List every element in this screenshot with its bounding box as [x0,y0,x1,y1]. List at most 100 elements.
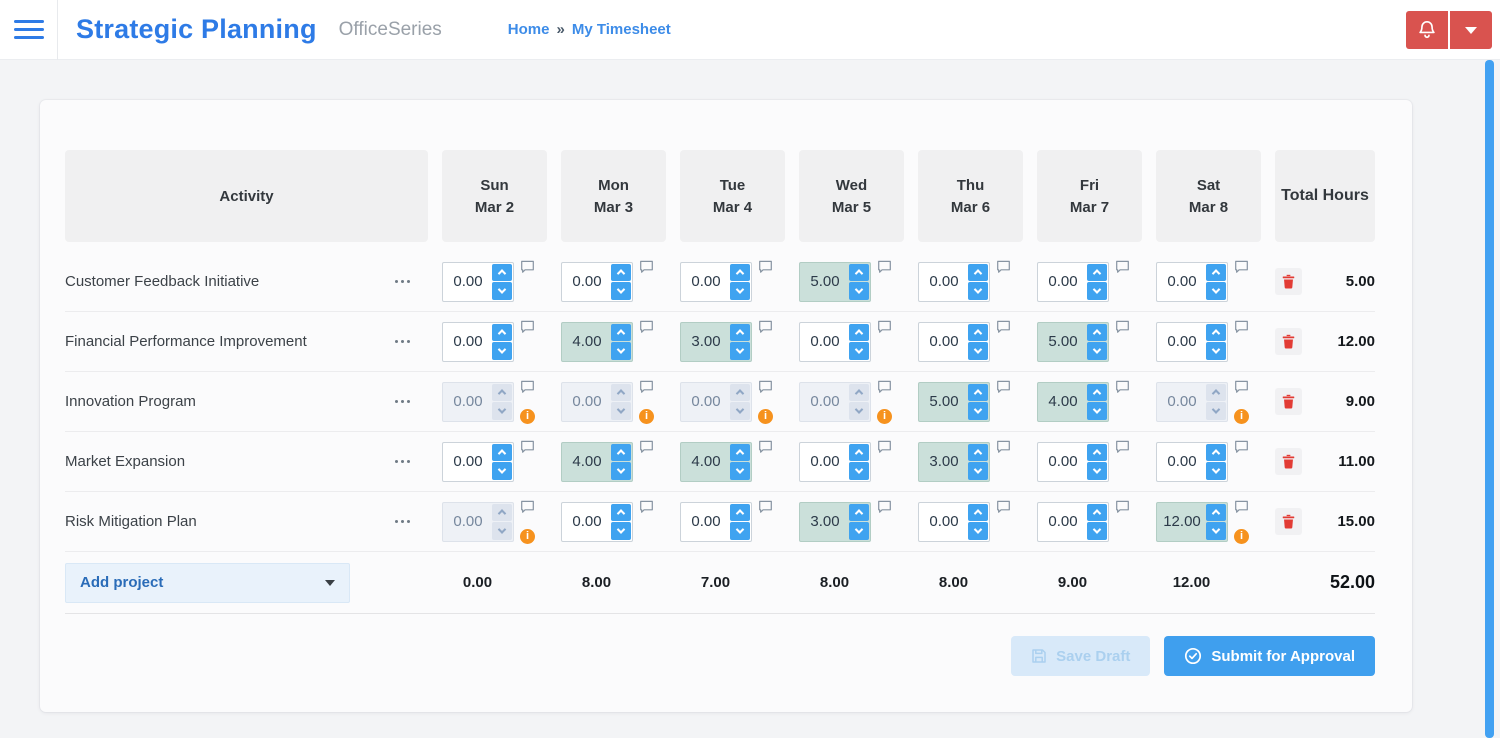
decrement-button[interactable] [492,282,512,300]
decrement-button[interactable] [1087,462,1107,480]
decrement-button[interactable] [849,522,869,540]
delete-row-button[interactable] [1275,388,1302,415]
decrement-button[interactable] [611,282,631,300]
account-menu-button[interactable] [1450,11,1492,49]
hours-input[interactable]: 0.00 [918,261,990,302]
row-options-menu[interactable] [391,276,414,287]
decrement-button[interactable] [849,282,869,300]
delete-row-button[interactable] [1275,328,1302,355]
comment-icon[interactable] [996,320,1011,334]
increment-button[interactable] [730,443,750,461]
decrement-button[interactable] [1206,342,1226,360]
hours-input[interactable]: 0.00 [561,261,633,302]
decrement-button[interactable] [730,282,750,300]
decrement-button[interactable] [849,462,869,480]
info-icon[interactable]: i [520,408,535,424]
decrement-button[interactable] [492,342,512,360]
comment-icon[interactable] [520,500,535,514]
hours-input[interactable]: 0.00 [680,261,752,302]
info-icon[interactable]: i [758,408,773,424]
hours-input[interactable]: 5.00 [1037,321,1109,362]
increment-button[interactable] [611,263,631,281]
increment-button[interactable] [730,263,750,281]
comment-icon[interactable] [996,260,1011,274]
increment-button[interactable] [849,443,869,461]
hours-input[interactable]: 0.00 [561,501,633,542]
comment-icon[interactable] [1115,320,1130,334]
decrement-button[interactable] [611,462,631,480]
comment-icon[interactable] [1234,500,1249,514]
increment-button[interactable] [611,323,631,341]
info-icon[interactable]: i [520,528,535,544]
comment-icon[interactable] [877,500,892,514]
hours-input[interactable]: 0.00 [1156,441,1228,482]
comment-icon[interactable] [639,260,654,274]
info-icon[interactable]: i [1234,528,1249,544]
row-options-menu[interactable] [391,396,414,407]
increment-button[interactable] [1206,443,1226,461]
hours-input[interactable]: 3.00 [799,501,871,542]
row-options-menu[interactable] [391,456,414,467]
decrement-button[interactable] [968,342,988,360]
comment-icon[interactable] [758,260,773,274]
comment-icon[interactable] [1115,440,1130,454]
increment-button[interactable] [492,263,512,281]
decrement-button[interactable] [968,522,988,540]
hours-input[interactable]: 0.00 [1037,501,1109,542]
submit-approval-button[interactable]: Submit for Approval [1164,636,1375,676]
increment-button[interactable] [611,503,631,521]
comment-icon[interactable] [520,260,535,274]
hours-input[interactable]: 0.00 [918,501,990,542]
hours-input[interactable]: 0.00 [442,261,514,302]
comment-icon[interactable] [758,380,773,394]
comment-icon[interactable] [996,500,1011,514]
hours-input[interactable]: 4.00 [680,441,752,482]
decrement-button[interactable] [1087,522,1107,540]
comment-icon[interactable] [996,380,1011,394]
increment-button[interactable] [1087,323,1107,341]
increment-button[interactable] [492,323,512,341]
increment-button[interactable] [1206,323,1226,341]
hours-input[interactable]: 5.00 [918,381,990,422]
notifications-button[interactable] [1406,11,1448,49]
increment-button[interactable] [1087,443,1107,461]
increment-button[interactable] [968,263,988,281]
decrement-button[interactable] [968,462,988,480]
comment-icon[interactable] [877,320,892,334]
hours-input[interactable]: 4.00 [561,321,633,362]
hours-input[interactable]: 0.00 [1156,321,1228,362]
comment-icon[interactable] [520,440,535,454]
hours-input[interactable]: 4.00 [561,441,633,482]
hours-input[interactable]: 3.00 [680,321,752,362]
row-options-menu[interactable] [391,336,414,347]
page-scrollbar[interactable] [1485,60,1494,738]
hours-input[interactable]: 3.00 [918,441,990,482]
increment-button[interactable] [1087,383,1107,401]
breadcrumb-current[interactable]: My Timesheet [571,21,671,38]
decrement-button[interactable] [1087,402,1107,420]
delete-row-button[interactable] [1275,448,1302,475]
increment-button[interactable] [492,443,512,461]
comment-icon[interactable] [877,260,892,274]
info-icon[interactable]: i [1234,408,1249,424]
increment-button[interactable] [1087,503,1107,521]
comment-icon[interactable] [520,380,535,394]
delete-row-button[interactable] [1275,508,1302,535]
decrement-button[interactable] [730,462,750,480]
decrement-button[interactable] [968,402,988,420]
increment-button[interactable] [1206,503,1226,521]
info-icon[interactable]: i [877,408,892,424]
decrement-button[interactable] [611,522,631,540]
menu-button[interactable] [0,0,58,60]
decrement-button[interactable] [849,342,869,360]
increment-button[interactable] [849,323,869,341]
decrement-button[interactable] [1206,462,1226,480]
increment-button[interactable] [611,443,631,461]
comment-icon[interactable] [877,440,892,454]
save-draft-button[interactable]: Save Draft [1011,636,1151,676]
increment-button[interactable] [849,503,869,521]
comment-icon[interactable] [758,500,773,514]
comment-icon[interactable] [1115,260,1130,274]
hours-input[interactable]: 0.00 [918,321,990,362]
hours-input[interactable]: 0.00 [1156,261,1228,302]
